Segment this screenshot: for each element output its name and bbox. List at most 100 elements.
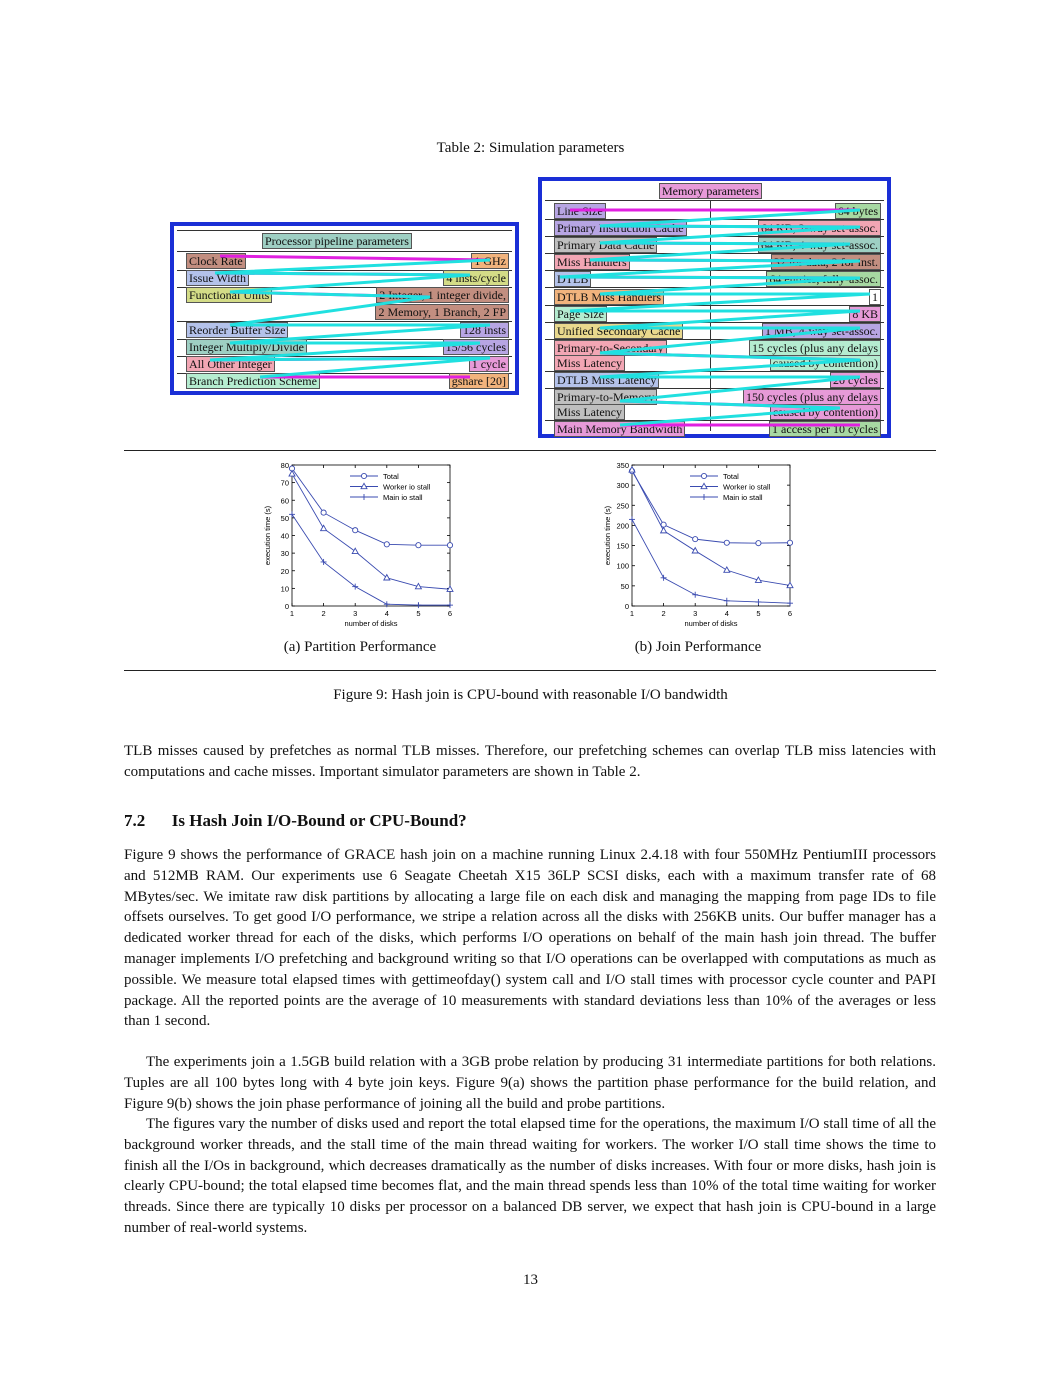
row-label-branch-prediction: Branch Prediction Scheme [186,373,320,389]
table-caption: Table 2: Simulation parameters [436,140,625,156]
x-tick-label: 2 [322,609,326,618]
y-tick-label: 150 [616,542,629,551]
y-tick-label: 100 [616,562,629,571]
row-value-reorder-buffer: 128 insts [459,322,509,338]
data-point-circle [786,539,794,546]
mem-label-miss-handlers: Miss Handlers [554,254,630,270]
data-point-plus [787,600,793,607]
mem-label-page-size: Page Size [554,306,607,322]
x-tick-label: 5 [756,609,760,618]
paragraph-2: The experiments join a 1.5GB build relat… [124,1054,936,1112]
series-line-plus [291,514,450,606]
data-point-circle [320,509,327,516]
row-label-all-other-integer: All Other Integer [186,356,275,372]
legend-marker [360,482,368,490]
mem-label-primary-to-memory: Primary-to-Memory [554,389,658,405]
series-line-triangle [291,473,451,590]
x-tick-label: 4 [385,609,389,618]
page-number: 13 [523,1272,538,1288]
paragraph-3: The figures vary the number of disks use… [124,1116,936,1236]
mem-label-main-memory-bandwidth: Main Memory Bandwidth [554,421,686,437]
legend-label: Total [723,472,739,481]
y-tick-label: 250 [616,501,629,510]
row-label-functional-units: Functional Units [186,287,273,303]
y-tick-label: 0 [285,602,289,611]
chart-join-performance: 0 50 100 150 200 250 300 350 1 2 3 4 5 6 number of dis… [603,461,794,628]
subcaption-a: (a) Partition Performance [283,639,437,655]
row-label-clock-rate: Clock Rate [186,253,246,269]
data-point-plus [320,558,327,565]
legend-label: Worker io stall [383,483,431,492]
section-number: 7.2 [124,811,146,830]
row-value-all-other-integer: 1 cycle [468,356,509,372]
y-tick-label: 0 [625,602,629,611]
data-point-triangle [691,546,699,554]
row-value-functional-units-1: 2 Integer, 1 integer divide, [376,287,509,303]
data-point-plus [447,602,453,609]
x-tick-label: 3 [353,609,357,618]
row-label-reorder-buffer: Reorder Buffer Size [186,322,289,338]
reading-order-overlay [209,208,871,427]
data-point-plus [629,516,635,523]
y-tick-label: 300 [616,481,629,490]
y-tick-label: 30 [281,549,289,558]
mem-label-primary-to-memory-2: Miss Latency [554,404,625,420]
legend-label: Total [383,472,399,481]
series-line-circle [291,468,450,546]
memory-table-header: Memory parameters [659,183,762,199]
row-label-integer-multiply: Integer Multiply/Divide [186,339,307,355]
x-tick-label: 6 [788,609,792,618]
mem-value-primary-data-cache: 64 KB, 4-way set-assoc. [758,237,881,253]
section-title: Is Hash Join I/O-Bound or CPU-Bound? [171,811,467,830]
data-point-plus [289,511,295,518]
intro-paragraph: TLB misses caused by prefetches as norma… [124,743,936,780]
data-point-plus [755,598,762,605]
mem-label-dtlb-miss-handlers: DTLB Miss Handlers [554,289,664,305]
series-line-circle [631,470,791,544]
mem-value-main-memory-bandwidth: 1 access per 10 cycles [769,421,881,437]
data-point-triangle [383,573,391,581]
row-value-clock-rate: 1 GHz [471,253,509,269]
y-tick-label: 20 [281,567,289,576]
mem-value-page-size: 8 KB [849,306,881,322]
data-point-triangle [786,581,794,589]
data-point-triangle [659,526,668,534]
mem-value-primary-to-secondary-2: caused by contention) [769,355,881,371]
y-tick-label: 80 [281,461,289,470]
data-point-plus [352,583,359,590]
data-point-circle [352,527,359,534]
mem-value-miss-handlers: 32 for data, 2 for inst. [770,254,881,270]
data-point-plus [692,591,699,598]
y-tick-label: 50 [281,514,289,523]
y-tick-label: 50 [621,582,629,591]
memory-parameters-table: Memory parameters Line Size 64 bytes Pri… [538,177,891,438]
y-tick-label: 200 [616,521,629,530]
row-value-integer-multiply: 15/56 cycles [442,339,509,355]
y-axis-label: execution time (s) [263,505,272,565]
data-point-triangle [446,585,454,592]
data-point-plus [660,574,667,581]
x-tick-label: 2 [662,609,666,618]
y-tick-label: 70 [281,479,289,488]
paragraph-1: Figure 9 shows the performance of GRACE … [124,847,936,1030]
mem-label-primary-data-cache: Primary Data Cache [554,237,658,253]
data-point-circle [446,542,454,549]
mem-value-dtlb-miss-latency: 20 cycles [830,372,881,388]
mem-label-primary-instruction-cache: Primary Instruction Cache [554,220,687,236]
x-axis-label: number of disks [345,619,398,628]
mem-value-primary-to-memory: 150 cycles (plus any delays [743,389,881,405]
series-line-triangle [631,469,791,586]
data-point-plus [383,601,390,608]
x-tick-label: 1 [630,609,634,618]
legend-marker [360,472,368,480]
y-tick-label: 350 [616,461,629,470]
row-value-issue-width: 4 insts/cycle [443,270,509,286]
row-value-functional-units-2: 2 Memory, 1 Branch, 2 FP [375,304,509,320]
y-axis-label: execution time (s) [603,505,612,565]
mem-value-line-size: 64 bytes [834,203,881,219]
mem-value-dtlb-miss-handlers: 1 [869,289,881,305]
legend-marker [701,494,707,500]
chart-partition-performance: 0 10 20 30 40 50 60 70 80 1 2 3 4 5 6 number of disks ex… [263,461,454,628]
legend-marker [700,482,708,490]
mem-label-unified-secondary-cache: Unified Secondary Cache [554,323,684,339]
